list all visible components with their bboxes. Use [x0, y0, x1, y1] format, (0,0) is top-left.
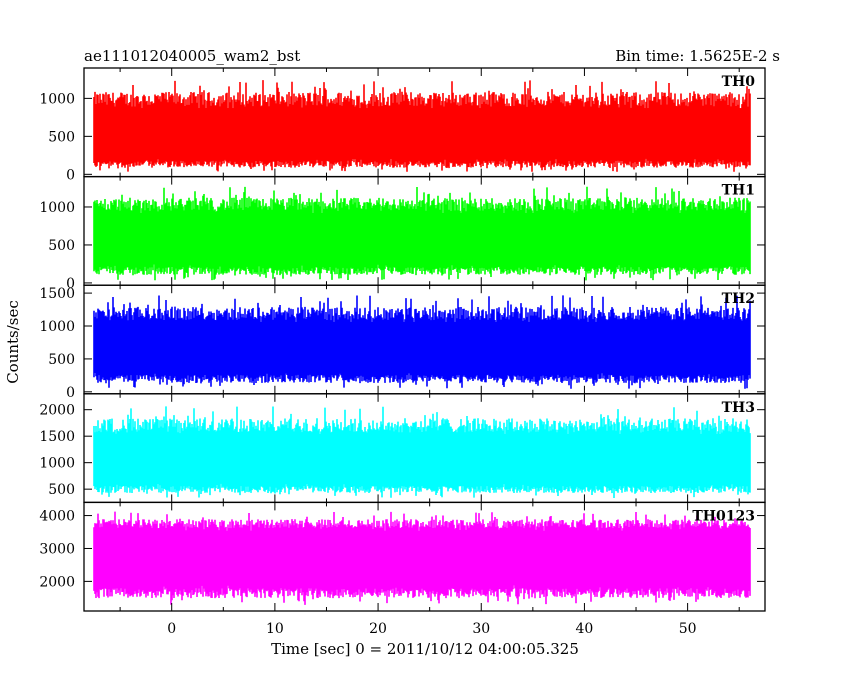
y-tick-label: 2000	[39, 403, 75, 419]
y-tick-label: 0	[66, 276, 75, 292]
series-core-th3	[94, 433, 750, 480]
y-tick-label: 1000	[39, 456, 75, 472]
x-tick-label: 30	[472, 621, 490, 637]
panel-th3: 500 1000 1500 2000 TH3	[39, 393, 766, 504]
series-core-th2	[94, 321, 750, 369]
y-tick-label: 1500	[39, 429, 75, 445]
x-tick-label: 40	[576, 621, 594, 637]
y-tick-label: 3000	[39, 541, 75, 557]
chart-subtitle: Bin time: 1.5625E-2 s	[615, 47, 780, 65]
y-tick-label: 1500	[39, 286, 75, 302]
y-tick-label: 500	[48, 238, 75, 254]
panel-th1: 0 500 1000 TH1	[39, 175, 766, 292]
series-core-th1	[94, 212, 750, 261]
x-tick-label: 10	[266, 621, 284, 637]
y-tick-label: 500	[48, 352, 75, 368]
panel-label-th1: TH1	[722, 183, 755, 199]
y-tick-label: 500	[48, 482, 75, 498]
series-core-th0	[94, 108, 750, 155]
panel-label-th3: TH3	[722, 400, 755, 416]
series-core-th0123	[94, 530, 750, 581]
y-tick-label: 500	[48, 129, 75, 145]
panel-label-th2: TH2	[722, 291, 755, 307]
x-axis-title: Time [sec] 0 = 2011/10/12 04:00:05.325	[271, 640, 579, 658]
y-tick-label: 4000	[39, 509, 75, 525]
y-tick-label: 1000	[39, 91, 75, 107]
panel-th0123: 2000 3000 4000 TH0123	[39, 501, 766, 612]
x-tick-label: 20	[369, 621, 387, 637]
panel-label-th0123: TH0123	[692, 508, 755, 524]
y-tick-label: 1000	[39, 319, 75, 335]
y-tick-label: 2000	[39, 574, 75, 590]
y-tick-label: 0	[66, 167, 75, 183]
panel-th0: 0 500 1000 TH0	[39, 67, 766, 183]
y-tick-label: 1000	[39, 200, 75, 216]
x-tick-label: 0	[167, 621, 176, 637]
x-tick-label: 50	[679, 621, 697, 637]
y-axis-title: Counts/sec	[4, 300, 22, 384]
chart-title: ae111012040005_wam2_bst	[84, 47, 300, 65]
panel-label-th0: TH0	[722, 74, 756, 90]
panel-frame	[83, 501, 766, 612]
panel-th2: 0 500 1000 1500 TH2	[39, 284, 766, 401]
y-tick-label: 0	[66, 385, 75, 401]
